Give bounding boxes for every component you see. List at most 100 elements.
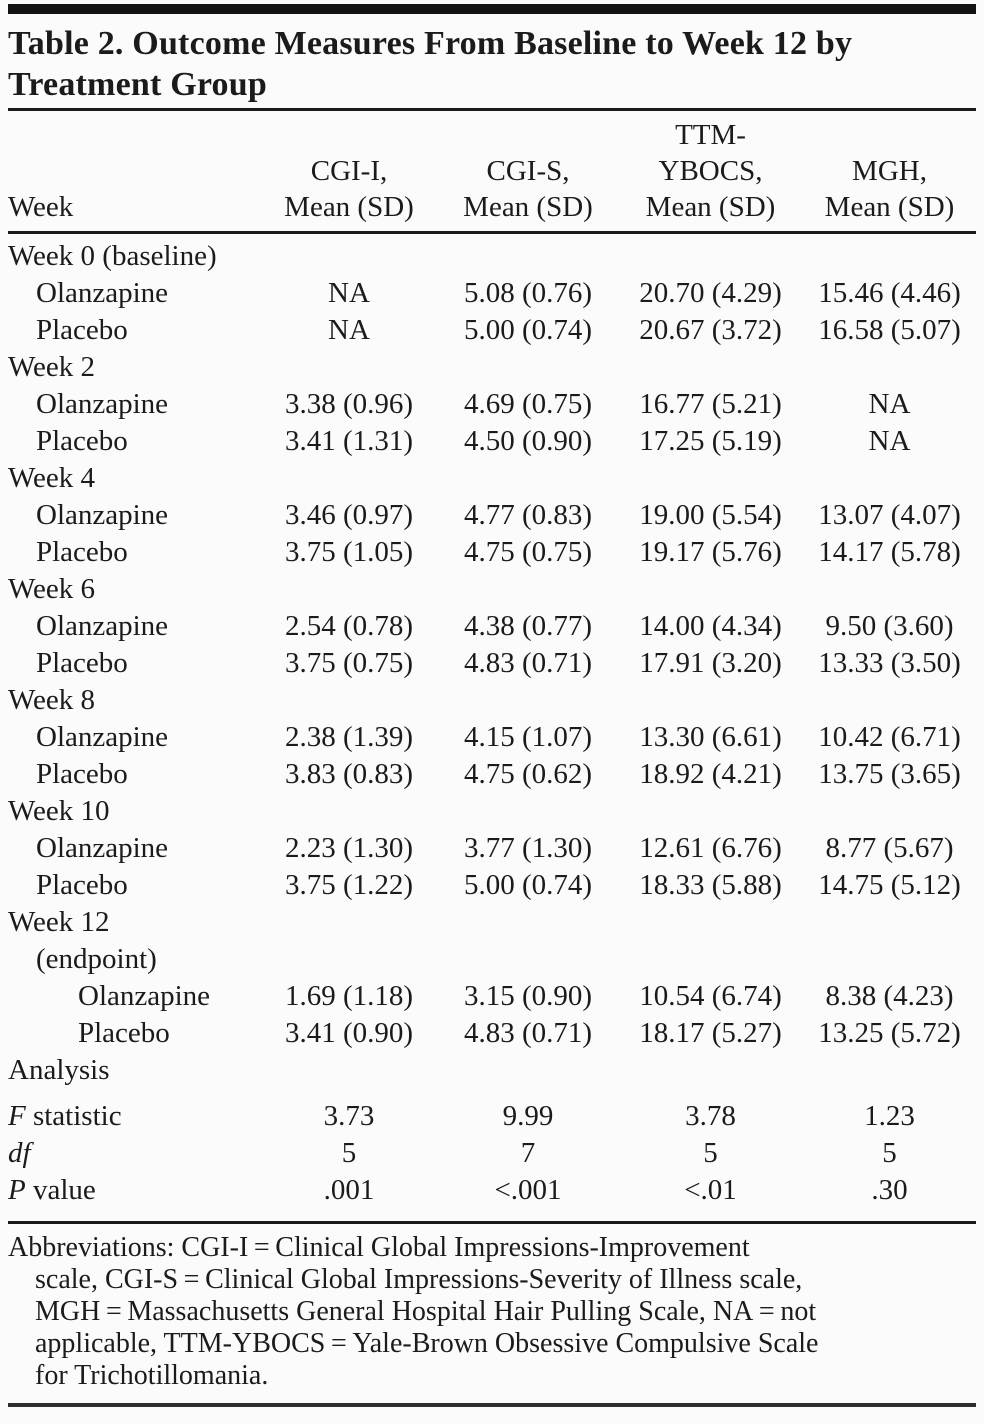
row-label: Week 0 (baseline) <box>8 233 260 276</box>
row-label: Week 10 <box>8 793 260 830</box>
column-header-line: MGH, <box>852 155 927 187</box>
outcome-measures-table: Week CGI-I, Mean (SD) CGI-S, Mean (SD) T… <box>8 111 976 1209</box>
value-cell: 5.00 (0.74) <box>463 314 593 346</box>
value-cell <box>438 233 618 276</box>
value-cell <box>260 904 438 941</box>
table-title-line-2: Treatment Group <box>8 66 267 103</box>
row-label-text: Week 2 <box>8 351 96 383</box>
row-label: Placebo <box>8 423 260 460</box>
value-cell: 13.75 (3.65) <box>818 758 961 790</box>
value-cell: 14.75 (5.12) <box>818 869 961 901</box>
value-cell: 13.33 (3.50) <box>818 647 961 679</box>
value-cell: 4.75 (0.75) <box>463 536 593 568</box>
value-cell: 20.70 (4.29) <box>639 277 782 309</box>
value-cell <box>438 571 618 608</box>
row-label: Placebo <box>8 534 260 571</box>
table-header: Week CGI-I, Mean (SD) CGI-S, Mean (SD) T… <box>8 111 976 234</box>
row-label: Placebo <box>8 1015 260 1052</box>
row-label-italic: P <box>8 1174 26 1206</box>
value-cell: 20.67 (3.72) <box>639 314 782 346</box>
row-label: Olanzapine <box>8 497 260 534</box>
value-cell: NA <box>328 314 370 346</box>
footnote-line: applicable, TTM-YBOCS = Yale-Brown Obses… <box>35 1328 819 1359</box>
table-row: Olanzapine 2.38 (1.39) 4.15 (1.07) 13.30 (6… <box>8 719 976 756</box>
value-cell: 2.38 (1.39) <box>284 721 414 753</box>
table-row: Placebo 3.83 (0.83) 4.75 (0.62) 18.92 (4.21… <box>8 756 976 793</box>
value-cell <box>618 682 803 719</box>
table-row: Olanzapine NA 5.08 (0.76) 20.70 (4.29) 15.46… <box>8 275 976 312</box>
table-row: Olanzapine 2.54 (0.78) 4.38 (0.77) 14.00 (4… <box>8 608 976 645</box>
footnote-line: for Trichotillomania. <box>35 1360 269 1391</box>
value-cell: 4.75 (0.62) <box>463 758 593 790</box>
row-label: F statistic <box>8 1098 260 1135</box>
row-label-text: (endpoint) <box>36 943 157 975</box>
row-label-text: Week 8 <box>8 684 96 716</box>
row-label: Analysis <box>8 1052 260 1089</box>
value-cell <box>803 793 976 830</box>
value-cell: 2.54 (0.78) <box>284 610 414 642</box>
row-label-italic: df <box>8 1137 31 1169</box>
table-row: Week 0 (baseline) <box>8 233 976 276</box>
value-cell: 17.91 (3.20) <box>639 647 782 679</box>
value-cell: 15.46 (4.46) <box>818 277 961 309</box>
table-body: Week 0 (baseline) Olanzapine NA 5.08 (0.76)… <box>8 233 976 1210</box>
table-row: Week 8 <box>8 682 976 719</box>
value-cell: 14.17 (5.78) <box>818 536 961 568</box>
value-cell <box>260 1052 438 1089</box>
value-cell <box>618 941 803 978</box>
column-header-line: TTM- <box>675 119 746 151</box>
value-cell: NA <box>868 425 911 457</box>
table-row: Week 10 <box>8 793 976 830</box>
footnote-line: MGH = Massachusetts General Hospital Hai… <box>35 1296 817 1327</box>
value-cell <box>803 349 976 386</box>
row-label-text: Olanzapine <box>36 610 169 642</box>
value-cell <box>438 904 618 941</box>
value-cell: 1.23 <box>864 1100 915 1132</box>
value-cell: 17.25 (5.19) <box>639 425 782 457</box>
table-row: Week 2 <box>8 349 976 386</box>
row-label: (endpoint) <box>8 941 260 978</box>
column-header-line: YBOCS, <box>658 155 763 187</box>
value-cell: 3.46 (0.97) <box>284 499 414 531</box>
value-cell: 3.38 (0.96) <box>284 388 414 420</box>
row-label-text: Analysis <box>8 1054 110 1086</box>
row-label: df <box>8 1135 260 1172</box>
value-cell: 13.30 (6.61) <box>639 721 782 753</box>
value-cell <box>438 941 618 978</box>
value-cell: 4.15 (1.07) <box>463 721 593 753</box>
table-sheet: Table 2. Outcome Measures From Baseline … <box>0 4 984 1407</box>
row-label-text: value <box>25 1174 96 1206</box>
row-label: Olanzapine <box>8 719 260 756</box>
value-cell: 4.69 (0.75) <box>463 388 593 420</box>
value-cell <box>803 682 976 719</box>
value-cell: 3.15 (0.90) <box>463 980 593 1012</box>
value-cell: 18.33 (5.88) <box>639 869 782 901</box>
value-cell: NA <box>868 388 911 420</box>
value-cell: 10.42 (6.71) <box>818 721 961 753</box>
value-cell: 7 <box>520 1137 536 1169</box>
value-cell: 16.77 (5.21) <box>639 388 782 420</box>
value-cell: 4.83 (0.71) <box>463 1017 593 1049</box>
row-label-text: Week 4 <box>8 462 96 494</box>
row-label: Week 4 <box>8 460 260 497</box>
value-cell: 5.00 (0.74) <box>463 869 593 901</box>
spacer-row <box>8 1089 976 1098</box>
row-label-text: Olanzapine <box>36 721 169 753</box>
column-header-week: Week <box>8 111 260 234</box>
row-label-text: Week 6 <box>8 573 96 605</box>
table-row: Placebo NA 5.00 (0.74) 20.67 (3.72) 16.58 (5… <box>8 312 976 349</box>
column-header-line: Mean (SD) <box>645 191 776 223</box>
row-label: Olanzapine <box>8 978 260 1015</box>
column-header-mgh: MGH, Mean (SD) <box>803 111 976 234</box>
row-label: Week 8 <box>8 682 260 719</box>
column-header-line: CGI-S, <box>486 155 570 187</box>
value-cell: 5 <box>703 1137 718 1169</box>
value-cell: 2.23 (1.30) <box>284 832 414 864</box>
value-cell: 5.08 (0.76) <box>463 277 593 309</box>
value-cell <box>260 233 438 276</box>
value-cell: 3.83 (0.83) <box>284 758 414 790</box>
footnote-line: Abbreviations: CGI-I = Clinical Global I… <box>8 1232 750 1263</box>
value-cell: 18.17 (5.27) <box>639 1017 782 1049</box>
row-label-italic: F <box>8 1100 26 1132</box>
row-label: Placebo <box>8 645 260 682</box>
